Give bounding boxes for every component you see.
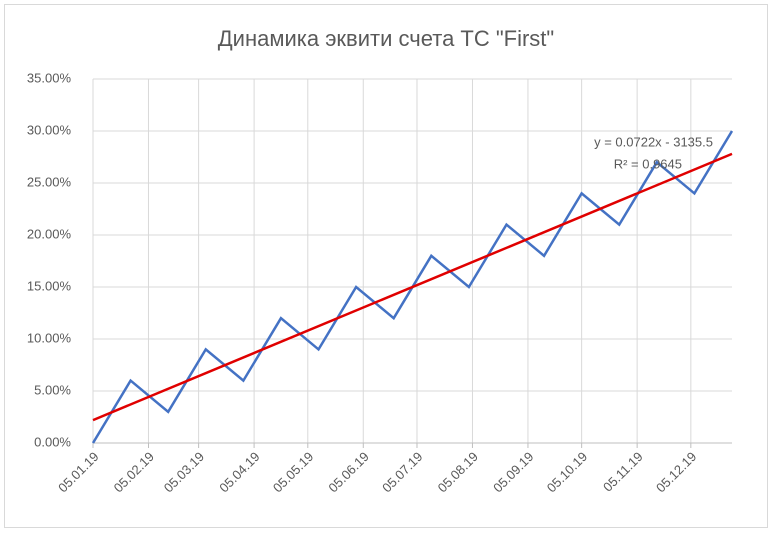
trendline-equation: y = 0.0722x - 3135.5 xyxy=(594,134,713,149)
y-tick-label: 0.00% xyxy=(34,434,71,449)
chart-border xyxy=(4,4,768,528)
y-tick-label: 15.00% xyxy=(27,278,72,293)
y-tick-label: 30.00% xyxy=(27,122,72,137)
y-tick-label: 20.00% xyxy=(27,226,72,241)
y-tick-label: 10.00% xyxy=(27,330,72,345)
y-tick-label: 25.00% xyxy=(27,174,72,189)
y-tick-label: 5.00% xyxy=(34,382,71,397)
trendline-r2: R² = 0.9645 xyxy=(614,156,682,171)
trendline xyxy=(92,152,733,422)
chart-title: Динамика эквити счета ТС "First" xyxy=(218,26,554,51)
y-tick-label: 35.00% xyxy=(27,70,72,85)
